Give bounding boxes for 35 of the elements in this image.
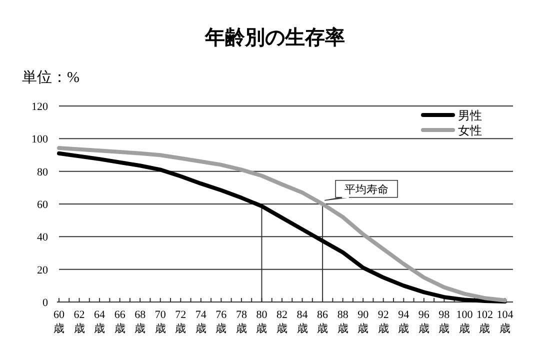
- x-tick-label: 92歳: [378, 309, 389, 335]
- x-tick-label: 74歳: [195, 309, 207, 335]
- chart-title: 年齢別の生存率: [204, 26, 345, 49]
- legend-label: 女性: [458, 124, 482, 138]
- y-tick-label: 40: [37, 232, 48, 244]
- x-tick-label: 96歳: [418, 309, 430, 335]
- x-tick-label: 60歳: [54, 309, 65, 335]
- x-tick-label: 62歳: [74, 309, 85, 335]
- x-tick-label: 64歳: [94, 309, 106, 335]
- x-tick-label: 82歳: [276, 309, 288, 335]
- y-tick-label: 120: [32, 101, 48, 113]
- x-tick-label: 80歳: [256, 309, 268, 335]
- y-tick-label: 60: [37, 199, 48, 211]
- x-tick-label: 86歳: [317, 309, 329, 335]
- x-tick-label: 76歳: [216, 309, 228, 335]
- x-tick-label: 72歳: [175, 309, 186, 335]
- annotation: 平均寿命: [344, 184, 389, 196]
- x-tick-label: 98歳: [438, 309, 450, 335]
- x-tick-label: 84歳: [296, 309, 308, 335]
- legend-label: 男性: [458, 108, 482, 122]
- x-tick-label: 100歳: [456, 309, 474, 335]
- x-tick-label: 78歳: [236, 309, 248, 335]
- x-tick-label: 94歳: [398, 309, 410, 335]
- x-tick-label: 102歳: [476, 309, 493, 335]
- x-tick-label: 70歳: [154, 309, 166, 335]
- y-axis-title: 単位：%: [22, 69, 80, 86]
- y-tick-label: 100: [32, 134, 48, 146]
- y-tick-label: 20: [37, 264, 48, 276]
- x-tick-label: 68歳: [134, 309, 146, 335]
- y-tick-label: 80: [37, 166, 48, 178]
- x-tick-label: 104歳: [496, 309, 514, 335]
- y-tick-label: 0: [42, 297, 48, 309]
- x-tick-label: 66歳: [114, 309, 126, 335]
- x-tick-label: 88歳: [337, 309, 349, 335]
- x-tick-label: 90歳: [358, 309, 370, 335]
